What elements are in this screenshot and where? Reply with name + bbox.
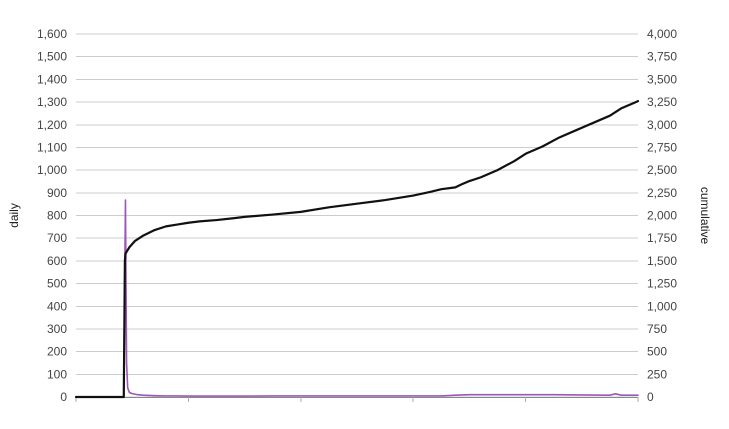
right-y-axis: 0 250 500 750 1,000 1,250 1,500 1,750 2,000 2,250… (647, 27, 677, 404)
left-y-tick-label: 600 (47, 254, 67, 268)
right-y-tick-label: 1,250 (647, 277, 677, 291)
left-y-tick-label: 300 (47, 322, 67, 336)
left-y-tick-label: 800 (47, 209, 67, 223)
left-y-tick-label: 1,000 (37, 163, 67, 177)
left-y-tick-label: 200 (47, 345, 67, 359)
left-y-tick-label: 900 (47, 186, 67, 200)
series-layer (74, 100, 640, 399)
daily-series-line (75, 199, 639, 398)
left-y-tick-label: 500 (47, 277, 67, 291)
right-y-tick-label: 4,000 (647, 27, 677, 41)
left-y-axis: 0 100 200 300 400 500 600 700 800 900 1,000 1,100 1,… (37, 27, 67, 404)
right-y-tick-label: 750 (647, 322, 667, 336)
left-y-tick-label: 1,100 (37, 140, 67, 154)
right-y-tick-label: 250 (647, 367, 667, 381)
left-axis-title: daily (7, 203, 21, 228)
right-y-tick-label: 3,500 (647, 72, 677, 86)
right-y-tick-label: 3,000 (647, 118, 677, 132)
right-y-tick-label: 1,750 (647, 231, 677, 245)
gridlines (76, 33, 638, 398)
left-y-tick-label: 1,400 (37, 72, 67, 86)
right-y-tick-label: 1,500 (647, 254, 677, 268)
left-y-tick-label: 1,300 (37, 95, 67, 109)
right-y-tick-label: 2,250 (647, 186, 677, 200)
right-y-tick-label: 2,000 (647, 209, 677, 223)
left-y-tick-label: 1,500 (37, 50, 67, 64)
right-axis-title: cumulative (698, 187, 712, 245)
right-y-tick-label: 3,250 (647, 95, 677, 109)
right-y-tick-label: 0 (647, 390, 654, 404)
x-axis (75, 397, 639, 402)
right-y-tick-label: 1,000 (647, 299, 677, 313)
left-y-tick-label: 700 (47, 231, 67, 245)
right-y-tick-label: 3,750 (647, 50, 677, 64)
left-y-tick-label: 1,200 (37, 118, 67, 132)
right-y-tick-label: 2,750 (647, 140, 677, 154)
right-y-tick-label: 500 (647, 345, 667, 359)
left-y-tick-label: 1,600 (37, 27, 67, 41)
left-y-tick-label: 0 (60, 390, 67, 404)
right-y-tick-label: 2,500 (647, 163, 677, 177)
left-y-tick-label: 400 (47, 299, 67, 313)
left-y-tick-label: 100 (47, 367, 67, 381)
cumulative-series-line (74, 100, 640, 399)
